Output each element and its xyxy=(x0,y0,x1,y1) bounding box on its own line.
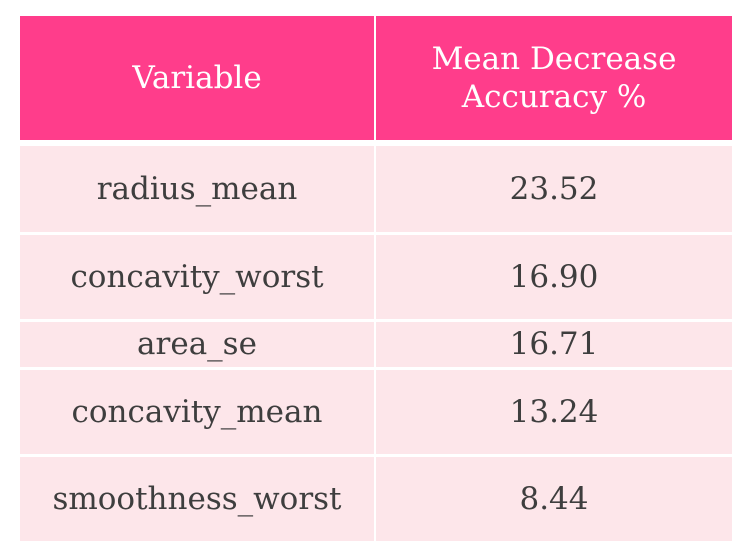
table-header-row: Variable Mean Decrease Accuracy % xyxy=(20,16,732,143)
cell-variable: concavity_mean xyxy=(20,366,376,456)
importance-table-container: Variable Mean Decrease Accuracy % radius… xyxy=(20,16,732,541)
cell-variable: smoothness_worst xyxy=(20,453,376,541)
table-row: concavity_mean 13.24 xyxy=(20,366,732,456)
cell-variable: area_se xyxy=(20,319,376,369)
cell-variable: radius_mean xyxy=(20,140,376,234)
cell-variable: concavity_worst xyxy=(20,232,376,321)
table-row: smoothness_worst 8.44 xyxy=(20,453,732,541)
cell-value: 23.52 xyxy=(375,140,732,234)
header-mean-decrease-accuracy: Mean Decrease Accuracy % xyxy=(375,16,732,143)
table-row: radius_mean 23.52 xyxy=(20,140,732,234)
header-line-2: Accuracy % xyxy=(461,79,647,115)
cell-value: 16.71 xyxy=(375,319,732,369)
importance-table: Variable Mean Decrease Accuracy % radius… xyxy=(20,16,732,541)
header-variable: Variable xyxy=(20,16,376,143)
cell-value: 8.44 xyxy=(375,453,732,541)
cell-value: 13.24 xyxy=(375,366,732,456)
header-line-1: Mean Decrease xyxy=(431,41,677,77)
cell-value: 16.90 xyxy=(375,232,732,321)
table-row: area_se 16.71 xyxy=(20,319,732,369)
table-row: concavity_worst 16.90 xyxy=(20,232,732,321)
